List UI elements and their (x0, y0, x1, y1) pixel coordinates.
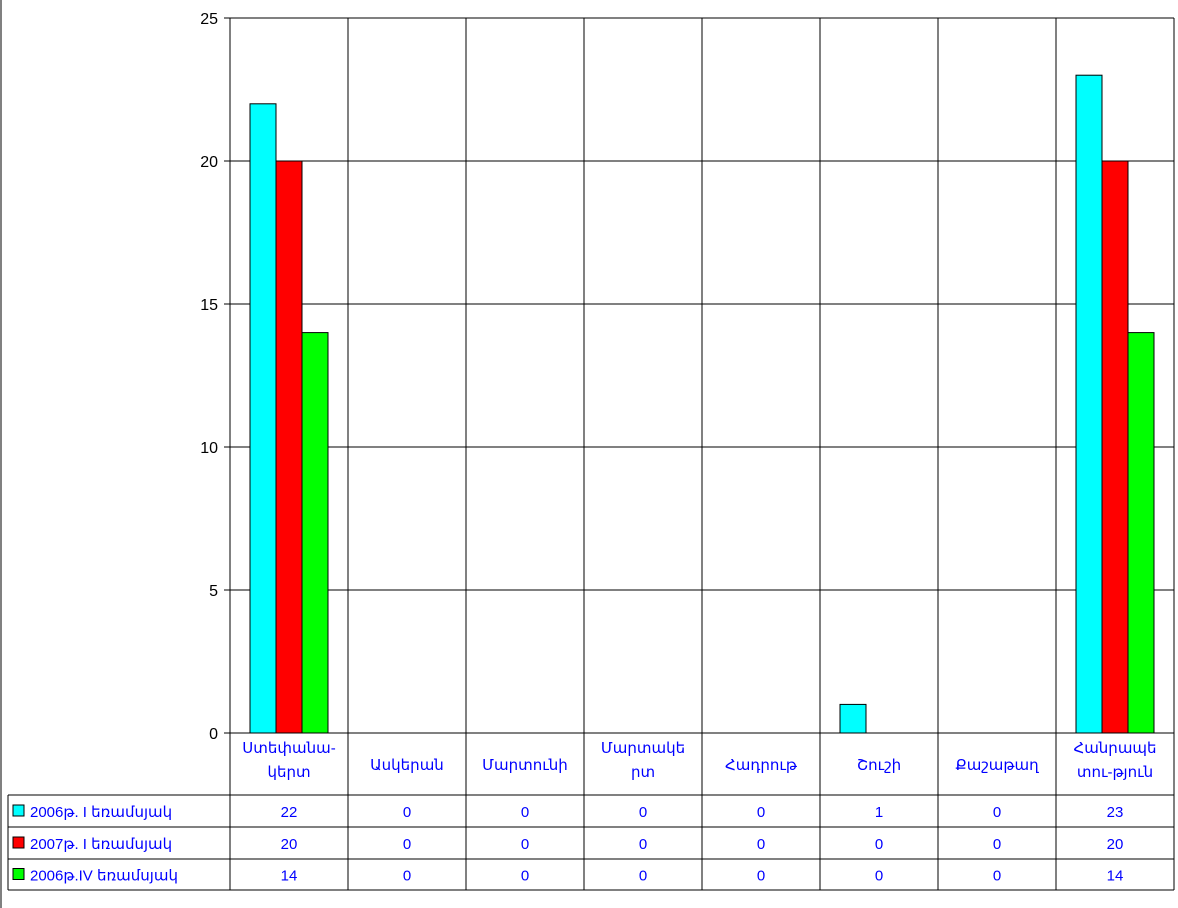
category-label: Ստեփանա- (242, 740, 335, 757)
table-value: 0 (521, 836, 529, 853)
bar (1075, 74, 1103, 734)
table-value: 0 (757, 836, 765, 853)
category-label: Մարտակե (601, 740, 685, 757)
gridlines (229, 17, 1175, 890)
table-value: 0 (521, 868, 529, 885)
y-tick-label: 10 (200, 440, 218, 457)
category-label: տու-թյուն (1077, 764, 1153, 781)
series-name: 2007թ. I եռամսյակ (30, 836, 172, 853)
table-value: 0 (875, 868, 883, 885)
bar (839, 703, 867, 734)
legend-swatch (12, 804, 25, 817)
y-axis: 0 5 10 15 20 25 (200, 11, 230, 743)
y-tick-label: 15 (200, 297, 218, 314)
y-tick-label: 0 (209, 726, 218, 743)
y-tick-label: 5 (209, 583, 218, 600)
y-tick-label: 25 (200, 11, 218, 28)
table-value: 14 (281, 868, 298, 885)
table-value: 0 (639, 836, 647, 853)
table-value: 0 (403, 868, 411, 885)
table-value: 0 (403, 804, 411, 821)
category-label: Հանրապե (1073, 740, 1156, 757)
x-axis-categories: Ստեփանա-կերտ Ասկերան Մարտունի Մարտակե րտ Հադր… (242, 740, 1156, 781)
table-value: 0 (875, 836, 883, 853)
table-value: 0 (639, 804, 647, 821)
table-value: 0 (757, 804, 765, 821)
category-label: րտ (631, 764, 655, 781)
table-value: 20 (281, 836, 298, 853)
table-value: 1 (875, 804, 883, 821)
table-value: 0 (521, 804, 529, 821)
bar (1101, 160, 1129, 734)
table-value: 0 (993, 804, 1001, 821)
table-value: 0 (993, 868, 1001, 885)
table-value: 14 (1107, 868, 1124, 885)
table-value: 0 (403, 836, 411, 853)
table-value: 0 (639, 868, 647, 885)
y-tick-label: 20 (200, 154, 218, 171)
table-value: 20 (1107, 836, 1124, 853)
table-value: 0 (757, 868, 765, 885)
category-label: կերտ (267, 764, 310, 781)
table-value: 0 (993, 836, 1001, 853)
bar (1127, 332, 1155, 734)
category-label: Ասկերան (370, 757, 444, 774)
legend-swatch (12, 836, 25, 849)
bar (275, 160, 303, 734)
table-value: 22 (281, 804, 298, 821)
bars (249, 74, 1155, 734)
category-label: Քաշաթաղ (955, 757, 1039, 774)
series-name: 2006թ. I եռամսյակ (30, 804, 172, 821)
series-name: 2006թ.IV եռամսյակ (30, 868, 178, 885)
bar (301, 332, 329, 734)
bar (249, 103, 277, 734)
category-label: Հադրութ (725, 757, 798, 774)
category-label: Մարտունի (482, 757, 568, 774)
table-value: 23 (1107, 804, 1124, 821)
category-label: Շուշի (857, 757, 901, 774)
legend-swatch (12, 868, 25, 880)
